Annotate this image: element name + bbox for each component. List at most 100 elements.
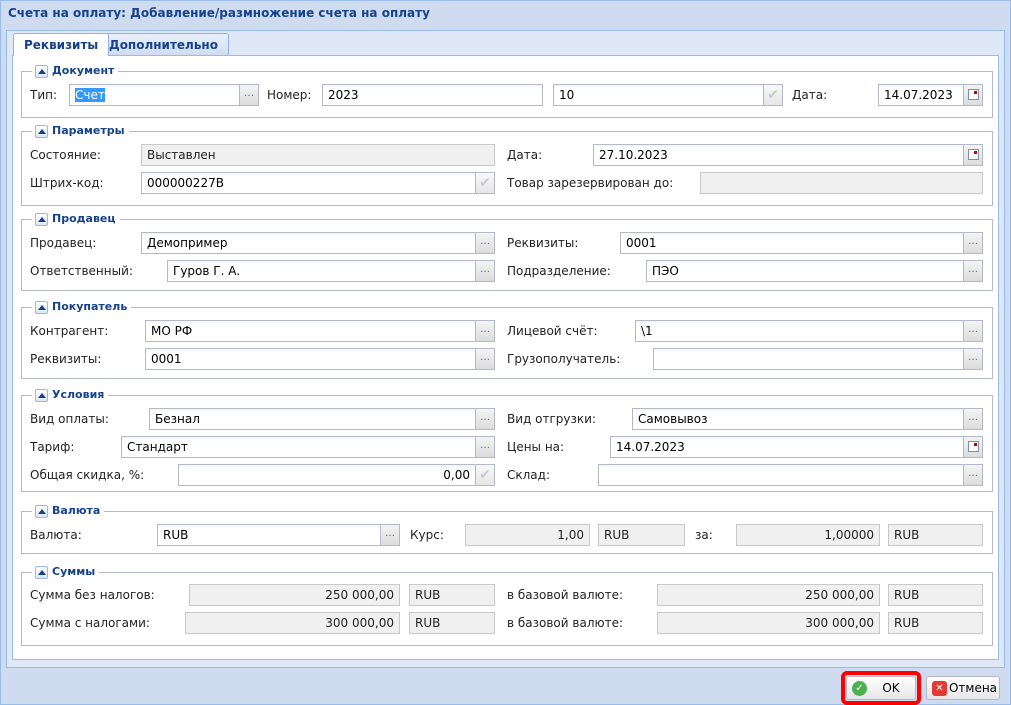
per-field: 1,00000 bbox=[736, 524, 880, 546]
responsible-label: Ответственный: bbox=[30, 264, 133, 278]
ellipsis-icon[interactable]: … bbox=[963, 233, 982, 253]
tariff-field[interactable]: Стандарт… bbox=[121, 436, 495, 458]
number-suffix-field[interactable]: 10 ✔ bbox=[553, 84, 783, 106]
date-field[interactable]: 14.07.2023 bbox=[878, 84, 983, 106]
collapse-icon[interactable] bbox=[35, 124, 48, 138]
fieldset-buyer: Покупатель bbox=[21, 300, 993, 379]
ship-label: Вид отгрузки: bbox=[507, 412, 596, 426]
fieldset-terms: Условия bbox=[21, 388, 993, 492]
pay-label: Вид оплаты: bbox=[30, 412, 109, 426]
account-label: Лицевой счёт: bbox=[507, 324, 598, 338]
per-label: за: bbox=[695, 528, 713, 542]
pay-field[interactable]: Безнал… bbox=[149, 408, 495, 430]
prices-label: Цены на: bbox=[507, 440, 565, 454]
collapse-icon[interactable] bbox=[35, 388, 48, 402]
net-base-field: 250 000,00 bbox=[657, 584, 880, 606]
dept-field[interactable]: ПЭО… bbox=[646, 260, 983, 282]
cancel-button[interactable]: ✕ Отмена bbox=[926, 676, 1000, 700]
net-label: Сумма без налогов: bbox=[30, 588, 155, 602]
ellipsis-icon[interactable]: … bbox=[475, 233, 494, 253]
responsible-field[interactable]: Гуров Г. А.… bbox=[167, 260, 495, 282]
gross-field: 300 000,00 bbox=[185, 612, 400, 634]
seller-req-label: Реквизиты: bbox=[507, 236, 579, 250]
legend-params: Параметры bbox=[52, 124, 125, 137]
ellipsis-icon[interactable]: … bbox=[475, 321, 494, 341]
check-icon[interactable]: ✔ bbox=[763, 85, 782, 105]
agent-field[interactable]: МО РФ… bbox=[145, 320, 495, 342]
ok-button[interactable]: ✓ OK bbox=[846, 676, 916, 700]
gross-currency-field: RUB bbox=[409, 612, 495, 634]
legend-buyer: Покупатель bbox=[52, 300, 128, 313]
collapse-icon[interactable] bbox=[35, 504, 48, 518]
ship-field[interactable]: Самовывоз… bbox=[632, 408, 983, 430]
ellipsis-icon[interactable]: … bbox=[239, 85, 258, 105]
gross-base-field: 300 000,00 bbox=[657, 612, 880, 634]
ellipsis-icon[interactable]: … bbox=[380, 525, 399, 545]
fieldset-seller: Продавец bbox=[21, 212, 993, 291]
params-date-field[interactable]: 27.10.2023 bbox=[593, 144, 983, 166]
rate-label: Курс: bbox=[410, 528, 444, 542]
ellipsis-icon[interactable]: … bbox=[475, 261, 494, 281]
collapse-icon[interactable] bbox=[35, 565, 48, 579]
ellipsis-icon[interactable]: … bbox=[963, 321, 982, 341]
account-field[interactable]: \1… bbox=[635, 320, 983, 342]
date-label: Дата: bbox=[792, 88, 828, 102]
buyer-req-field[interactable]: 0001… bbox=[145, 348, 495, 370]
dept-label: Подразделение: bbox=[507, 264, 611, 278]
barcode-label: Штрих-код: bbox=[30, 176, 104, 190]
legend-document: Документ bbox=[52, 64, 115, 77]
calendar-icon[interactable] bbox=[963, 437, 982, 457]
calendar-icon[interactable] bbox=[963, 145, 982, 165]
collapse-icon[interactable] bbox=[35, 64, 48, 78]
consignee-field[interactable]: … bbox=[653, 348, 983, 370]
calendar-icon[interactable] bbox=[963, 85, 982, 105]
discount-label: Общая скидка, %: bbox=[30, 468, 145, 482]
net-base-currency-field: RUB bbox=[888, 584, 983, 606]
collapse-icon[interactable] bbox=[35, 300, 48, 314]
fieldset-document: Документ bbox=[21, 64, 993, 118]
barcode-field[interactable]: 000000227B ✔ bbox=[141, 172, 495, 194]
stock-label: Склад: bbox=[507, 468, 550, 482]
buyer-req-label: Реквизиты: bbox=[30, 352, 102, 366]
prices-date-field[interactable]: 14.07.2023 bbox=[610, 436, 983, 458]
rate-currency-field: RUB bbox=[598, 524, 685, 546]
type-field[interactable]: Счет… bbox=[69, 84, 259, 106]
discount-field[interactable]: 0,00 ✔ bbox=[178, 464, 495, 486]
gross-base-currency-field: RUB bbox=[888, 612, 983, 634]
reserved-label: Товар зарезервирован до: bbox=[507, 176, 674, 190]
ellipsis-icon[interactable]: … bbox=[475, 349, 494, 369]
fieldset-currency: Валюта bbox=[21, 504, 993, 554]
state-label: Состояние: bbox=[30, 148, 101, 162]
tab-requisites[interactable]: Реквизиты bbox=[13, 33, 110, 56]
net-base-label: в базовой валюте: bbox=[507, 588, 624, 602]
ellipsis-icon[interactable]: … bbox=[963, 261, 982, 281]
close-icon: ✕ bbox=[932, 680, 947, 696]
legend-sums: Суммы bbox=[52, 565, 96, 578]
fieldset-params: Параметры bbox=[21, 124, 993, 206]
per-currency-field: RUB bbox=[888, 524, 983, 546]
check-icon[interactable]: ✔ bbox=[475, 173, 494, 193]
net-field: 250 000,00 bbox=[189, 584, 400, 606]
ellipsis-icon[interactable]: … bbox=[963, 465, 982, 485]
currency-field[interactable]: RUB… bbox=[157, 524, 400, 546]
ellipsis-icon[interactable]: … bbox=[963, 349, 982, 369]
net-currency-field: RUB bbox=[409, 584, 495, 606]
check-icon[interactable]: ✔ bbox=[475, 465, 494, 485]
collapse-icon[interactable] bbox=[35, 212, 48, 226]
ellipsis-icon[interactable]: … bbox=[475, 409, 494, 429]
seller-field[interactable]: Демопример… bbox=[141, 232, 495, 254]
ellipsis-icon[interactable]: … bbox=[475, 437, 494, 457]
agent-label: Контрагент: bbox=[30, 324, 109, 338]
state-field: Выставлен bbox=[141, 144, 495, 166]
highlight-box bbox=[841, 671, 921, 705]
tab-additional[interactable]: Дополнительно bbox=[98, 33, 229, 56]
legend-currency: Валюта bbox=[52, 504, 101, 517]
number-field[interactable]: 2023 bbox=[322, 84, 543, 106]
check-circle-icon: ✓ bbox=[852, 680, 867, 696]
legend-terms: Условия bbox=[52, 388, 105, 401]
ellipsis-icon[interactable]: … bbox=[963, 409, 982, 429]
stock-field[interactable]: … bbox=[598, 464, 983, 486]
seller-req-field[interactable]: 0001… bbox=[620, 232, 983, 254]
tariff-label: Тариф: bbox=[30, 440, 75, 454]
reserved-field bbox=[700, 172, 983, 194]
